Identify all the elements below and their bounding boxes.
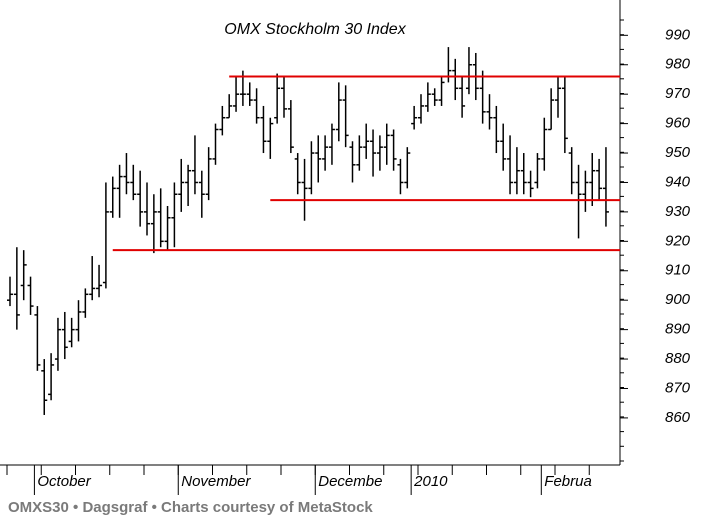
month-label: 2010 bbox=[413, 473, 448, 490]
y-tick-label: 890 bbox=[665, 321, 691, 338]
month-label: November bbox=[181, 473, 251, 490]
y-tick-label: 870 bbox=[665, 379, 691, 396]
y-tick-label: 990 bbox=[665, 26, 691, 43]
month-label: October bbox=[37, 473, 91, 490]
y-tick-label: 930 bbox=[665, 203, 691, 220]
footer: OMXS30 • Dagsgraf • Charts courtesy of M… bbox=[8, 499, 373, 516]
y-tick-label: 980 bbox=[665, 56, 691, 73]
y-tick-label: 880 bbox=[665, 350, 691, 367]
y-tick-label: 940 bbox=[665, 173, 691, 190]
y-tick-label: 970 bbox=[665, 85, 691, 102]
month-label: Februa bbox=[544, 473, 592, 490]
y-tick-label: 920 bbox=[665, 232, 691, 249]
y-tick-label: 960 bbox=[665, 115, 691, 132]
y-tick-label: 900 bbox=[665, 291, 691, 308]
y-tick-label: 860 bbox=[665, 409, 691, 426]
y-tick-label: 950 bbox=[665, 144, 691, 161]
y-tick-label: 910 bbox=[665, 262, 691, 279]
chart-title: OMX Stockholm 30 Index bbox=[224, 21, 406, 38]
month-label: Decembe bbox=[318, 473, 382, 490]
